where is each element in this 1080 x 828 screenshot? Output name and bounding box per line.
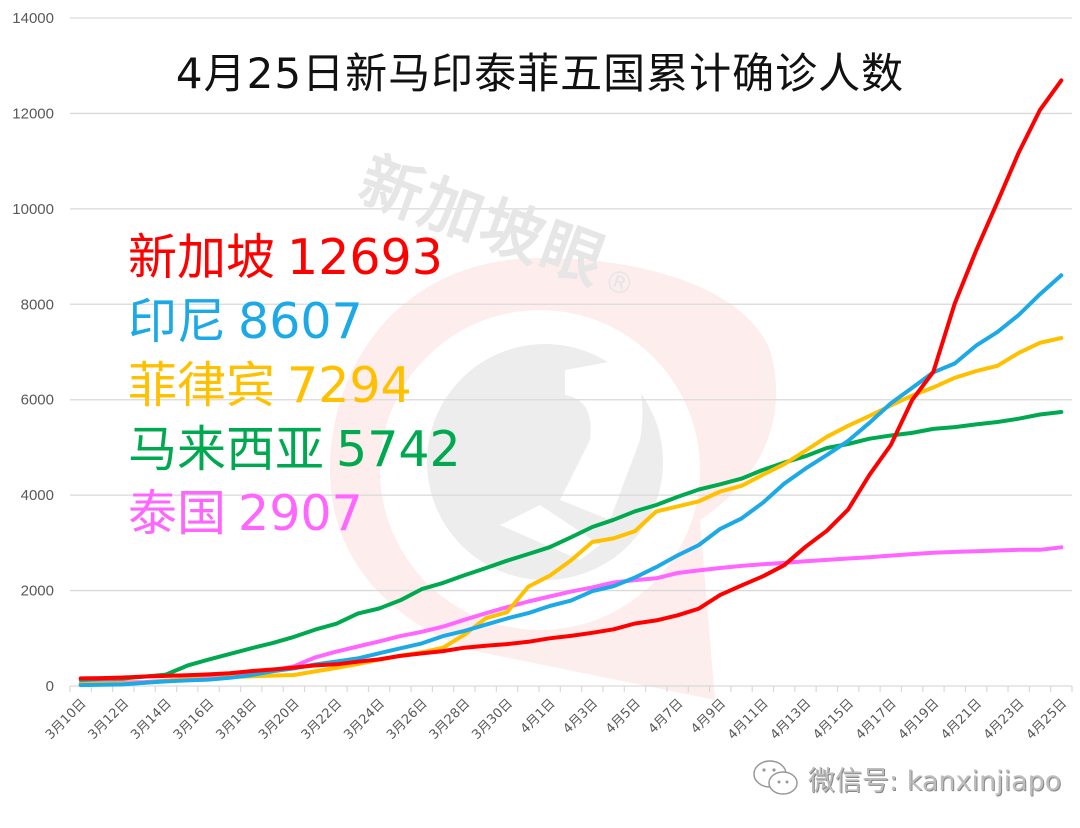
- x-tick-label: 3月10日: [43, 696, 90, 743]
- y-tick-label: 6000: [21, 392, 54, 409]
- y-tick-label: 14000: [12, 10, 54, 27]
- x-tick-label: 4月13日: [768, 696, 815, 743]
- x-tick-label: 3月26日: [384, 696, 431, 743]
- y-tick-label: 4000: [21, 487, 54, 504]
- wechat-icon: [753, 760, 798, 795]
- x-tick-label: 4月25日: [1024, 696, 1071, 743]
- x-tick-label: 4月19日: [896, 696, 943, 743]
- x-tick-label: 3月30日: [469, 696, 516, 743]
- x-tick-label: 3月20日: [256, 696, 303, 743]
- x-tick-label: 4月5日: [603, 696, 644, 737]
- y-tick-label: 12000: [12, 105, 54, 122]
- x-tick-label: 4月7日: [646, 696, 687, 737]
- x-tick-label: 4月21日: [938, 696, 985, 743]
- x-tick-label: 3月22日: [299, 696, 346, 743]
- wechat-footer: 微信号: kanxinjiapo: [752, 758, 1061, 798]
- y-tick-label: 2000: [21, 583, 54, 600]
- series-line-0: [78, 78, 1064, 681]
- wechat-id: 微信号: kanxinjiapo: [808, 765, 1062, 797]
- series-lines: [78, 78, 1064, 688]
- y-tick-label: 0: [46, 678, 54, 695]
- x-tick-label: 4月9日: [688, 696, 729, 737]
- x-tick-label: 3月24日: [341, 696, 388, 743]
- x-tick-label: 4月17日: [853, 696, 900, 743]
- x-tick-label: 4月11日: [725, 696, 772, 743]
- legend-item-malaysia: 马来西亚 5742: [128, 421, 461, 478]
- series-line-4: [78, 545, 1064, 686]
- legend-item-thailand: 泰国 2907: [128, 485, 363, 542]
- x-tick-label: 4月23日: [981, 696, 1028, 743]
- gridlines: [70, 17, 1072, 687]
- y-axis: 0 2000 4000 6000 8000 10000 12000 14000: [12, 10, 54, 695]
- legend-item-philippines: 菲律宾 7294: [128, 357, 412, 414]
- legend: 新加坡 12693 印尼 8607 菲律宾 7294 马来西亚 5742 泰国 2907: [128, 226, 461, 546]
- y-tick-label: 8000: [21, 296, 54, 313]
- x-tick-label: 4月15日: [810, 696, 857, 743]
- x-tick-label: 3月28日: [427, 696, 474, 743]
- series-line-1: [78, 273, 1064, 688]
- y-tick-label: 10000: [12, 201, 54, 218]
- chart-title: 4月25日新马印泰菲五国累计确诊人数: [175, 49, 905, 98]
- x-tick-label: 3月12日: [86, 696, 133, 743]
- x-tick-label: 4月3日: [560, 696, 601, 737]
- legend-item-singapore: 新加坡 12693: [128, 229, 443, 286]
- watermark-logo: [330, 258, 777, 700]
- x-tick-label: 3月14日: [128, 696, 175, 743]
- x-tick-label: 3月16日: [171, 696, 218, 743]
- x-tick-label: 4月1日: [518, 696, 559, 737]
- x-tick-label: 3月18日: [213, 696, 260, 743]
- legend-item-indonesia: 印尼 8607: [128, 293, 363, 350]
- x-axis: 3月10日3月12日3月14日3月16日3月18日3月20日3月22日3月24日…: [43, 686, 1073, 743]
